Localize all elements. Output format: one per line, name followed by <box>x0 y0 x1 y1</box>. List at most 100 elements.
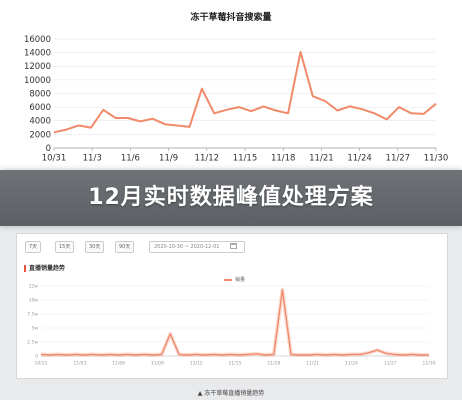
data-point <box>316 353 318 355</box>
data-point <box>89 126 92 129</box>
y-tick-label: 5w <box>31 326 38 332</box>
x-tick-label: 11/15 <box>229 361 242 367</box>
legend-label[interactable]: 销量 <box>235 277 246 283</box>
data-point <box>311 95 314 98</box>
x-tick-label: 11/30 <box>423 361 436 367</box>
data-point <box>350 353 352 355</box>
x-tick-label: 11/30 <box>424 154 449 164</box>
y-tick-label: 8000 <box>29 89 51 99</box>
data-point <box>290 353 292 355</box>
title-marker <box>24 265 26 272</box>
data-point <box>373 112 376 115</box>
tab-90-days[interactable]: 90天 <box>115 241 135 253</box>
x-tick-label: 10/31 <box>42 154 67 164</box>
data-point <box>66 354 68 356</box>
data-point <box>402 354 404 356</box>
data-point <box>238 354 240 356</box>
top-chart-card: 冻干草莓抖音搜索量 0 2000 4000 6000 8000 10000 12000 140… <box>0 0 462 175</box>
y-tick-label: 2.5w <box>27 340 38 346</box>
y-tick-label: 4000 <box>29 117 51 127</box>
data-point <box>135 354 137 356</box>
tab-15-days[interactable]: 15天 <box>55 241 75 253</box>
data-point <box>281 289 283 291</box>
data-point <box>333 353 335 355</box>
figure-caption: ▲ 冻干草莓直播销量趋势 <box>197 390 265 397</box>
x-tick-label: 11/18 <box>267 361 280 367</box>
data-point <box>325 354 327 356</box>
data-point <box>139 120 142 123</box>
data-point <box>376 349 378 351</box>
data-point <box>152 354 154 356</box>
x-tick-label: 11/24 <box>347 154 372 164</box>
x-tick-label: 11/18 <box>271 154 296 164</box>
x-tick-label: 11/3 <box>83 154 102 164</box>
data-point <box>299 354 301 356</box>
data-point <box>361 108 364 111</box>
tab-7-days[interactable]: 7天 <box>25 241 42 253</box>
data-point <box>92 353 94 355</box>
data-point <box>247 353 249 355</box>
data-point <box>262 105 265 108</box>
x-tick-label: 11/9 <box>159 154 178 164</box>
data-point <box>385 352 387 354</box>
x-tick-label: 11/12 <box>190 361 203 367</box>
data-point <box>410 112 413 115</box>
data-point <box>65 128 68 131</box>
x-tick-label: 11/06 <box>112 361 125 367</box>
data-point <box>273 353 275 355</box>
live-sales-panel: 7天 15天 30天 90天 2020-10-30 ~ 2020-12-01 直… <box>16 233 448 379</box>
data-point <box>163 123 166 126</box>
data-point <box>169 333 171 335</box>
data-point <box>274 109 277 112</box>
data-point <box>428 354 430 356</box>
data-point <box>151 117 154 120</box>
x-tick-label: 11/21 <box>306 361 319 367</box>
calendar-icon[interactable] <box>230 243 237 249</box>
data-point <box>256 353 258 355</box>
y-tick-label: 2000 <box>29 130 51 140</box>
data-point <box>83 354 85 356</box>
data-point <box>100 354 102 356</box>
tab-30-days[interactable]: 30天 <box>85 241 105 253</box>
top-chart-title: 冻干草莓抖音搜索量 <box>190 13 272 23</box>
x-tick-label: 11/12 <box>195 154 220 164</box>
x-tick-label: 11/6 <box>121 154 140 164</box>
y-tick-label: 6000 <box>29 103 51 113</box>
y-tick-label: 12w <box>29 284 39 290</box>
data-point <box>359 353 361 355</box>
x-tick-label: 11/03 <box>73 361 86 367</box>
data-point <box>40 353 42 355</box>
data-point <box>342 354 344 356</box>
data-point <box>118 354 120 356</box>
data-point <box>398 106 401 109</box>
x-tick-label: 11/21 <box>309 154 334 164</box>
data-point <box>178 353 180 355</box>
data-point <box>348 105 351 108</box>
data-point <box>200 87 203 90</box>
data-point <box>385 118 388 121</box>
data-point <box>114 117 117 120</box>
data-point <box>264 354 266 356</box>
data-point <box>213 112 216 115</box>
data-point <box>419 354 421 356</box>
data-point <box>126 117 129 120</box>
data-point <box>411 353 413 355</box>
y-tick-label: 16000 <box>24 35 51 45</box>
data-point <box>336 109 339 112</box>
series-line <box>53 50 437 134</box>
data-point <box>212 353 214 355</box>
legend-swatch <box>224 279 232 281</box>
data-point <box>307 354 309 356</box>
data-point <box>324 99 327 102</box>
date-range-picker[interactable]: 2020-10-30 ~ 2020-12-01 <box>149 241 245 253</box>
data-point <box>287 112 290 115</box>
data-point <box>195 353 197 355</box>
data-point <box>422 112 425 115</box>
series-line-glow <box>40 287 429 357</box>
x-tick-label: 11/09 <box>151 361 164 367</box>
data-point <box>187 354 189 356</box>
data-point <box>225 108 228 111</box>
y-tick-label: 0 <box>35 354 38 360</box>
y-tick-label: 10000 <box>24 76 51 86</box>
data-point <box>109 353 111 355</box>
